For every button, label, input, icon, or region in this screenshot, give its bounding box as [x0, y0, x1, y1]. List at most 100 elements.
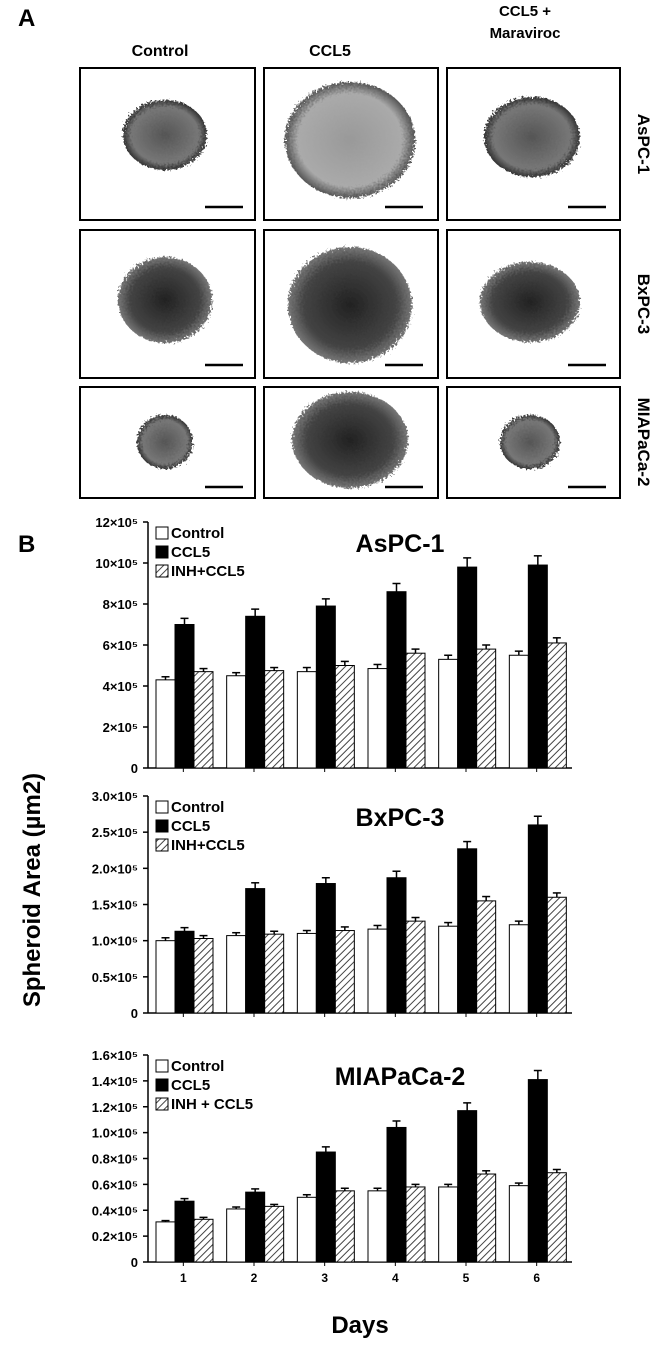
y-tick-label: 4×10⁵ [103, 679, 138, 694]
y-tick-label: 0.5×10⁵ [92, 970, 138, 985]
legend-label: CCL5 [171, 544, 210, 561]
legend-label: INH+CCL5 [171, 563, 245, 580]
legend-swatch [155, 1097, 169, 1111]
bar [226, 1208, 247, 1263]
y-tick-label: 12×10⁵ [95, 515, 138, 530]
bar [527, 1079, 548, 1263]
y-tick-label: 1.0×10⁵ [92, 934, 138, 949]
x-tick-label: 4 [392, 1271, 399, 1285]
column-header: CCL5 + [499, 3, 551, 20]
y-tick-label: 3.0×10⁵ [92, 789, 138, 804]
bar [405, 920, 426, 1014]
bar [386, 877, 407, 1014]
y-tick-label: 0 [131, 761, 138, 776]
bar [476, 1173, 497, 1263]
legend-label: CCL5 [171, 818, 210, 835]
y-tick-label: 0 [131, 1006, 138, 1021]
bar [476, 648, 497, 769]
bar [264, 933, 285, 1014]
panel-label: B [18, 531, 35, 558]
bar [264, 1205, 285, 1263]
legend-label: CCL5 [171, 1077, 210, 1094]
bar [174, 624, 195, 769]
y-axis-label: Spheroid Area (µm2) [19, 773, 46, 1007]
bar [527, 824, 548, 1014]
bar [296, 932, 317, 1014]
legend-swatch [155, 1078, 169, 1092]
x-tick-label: 2 [251, 1271, 258, 1285]
bar [508, 924, 529, 1014]
chart-title: AsPC-1 [356, 530, 445, 558]
bar [405, 1186, 426, 1263]
bar [457, 566, 478, 769]
bar [367, 928, 388, 1014]
bar [155, 679, 176, 769]
bar [546, 642, 567, 769]
y-tick-label: 0.8×10⁵ [92, 1152, 138, 1167]
legend-label: Control [171, 525, 224, 542]
bar [226, 935, 247, 1014]
bar [245, 615, 266, 769]
legend-swatch [155, 819, 169, 833]
y-tick-label: 8×10⁵ [103, 597, 138, 612]
x-tick-label: 5 [463, 1271, 470, 1285]
row-label: BxPC-3 [634, 274, 653, 334]
bar [315, 1151, 336, 1263]
bar [226, 675, 247, 769]
y-tick-label: 1.4×10⁵ [92, 1074, 138, 1089]
legend-swatch [155, 564, 169, 578]
bar [546, 1172, 567, 1263]
chart-title: MIAPaCa-2 [335, 1063, 466, 1091]
y-tick-label: 1.6×10⁵ [92, 1048, 138, 1063]
column-header: Maraviroc [490, 25, 561, 42]
bar [174, 1200, 195, 1263]
legend-swatch [155, 838, 169, 852]
bar [155, 1221, 176, 1263]
bar [245, 888, 266, 1014]
y-tick-label: 10×10⁵ [95, 556, 138, 571]
bar [367, 668, 388, 769]
legend-label: Control [171, 1058, 224, 1075]
x-axis-label: Days [331, 1312, 388, 1339]
bar [438, 1186, 459, 1263]
legend-swatch [155, 526, 169, 540]
bar [193, 937, 214, 1014]
y-tick-label: 2.0×10⁵ [92, 861, 138, 876]
legend-label: Control [171, 799, 224, 816]
y-tick-label: 0 [131, 1255, 138, 1270]
y-tick-label: 6×10⁵ [103, 638, 138, 653]
panel-label: A [18, 5, 35, 32]
bar [367, 1190, 388, 1263]
bar [296, 1196, 317, 1263]
bar [155, 940, 176, 1014]
bar [386, 591, 407, 769]
bar [476, 900, 497, 1014]
legend-label: INH + CCL5 [171, 1096, 253, 1113]
legend-swatch [155, 545, 169, 559]
row-label: AsPC-1 [634, 114, 653, 174]
y-tick-label: 0.6×10⁵ [92, 1177, 138, 1192]
y-tick-label: 1.0×10⁵ [92, 1126, 138, 1141]
x-tick-label: 3 [321, 1271, 328, 1285]
column-header: CCL5 [309, 43, 351, 60]
x-tick-label: 6 [533, 1271, 540, 1285]
bar [334, 1190, 355, 1263]
bar [334, 665, 355, 769]
bar [457, 1110, 478, 1263]
y-tick-label: 0.4×10⁵ [92, 1203, 138, 1218]
legend-label: INH+CCL5 [171, 837, 245, 854]
y-tick-label: 0.2×10⁵ [92, 1229, 138, 1244]
bar [193, 671, 214, 769]
micrograph-grid [79, 67, 621, 499]
bar [405, 652, 426, 769]
x-tick-label: 1 [180, 1271, 187, 1285]
bar [438, 925, 459, 1014]
y-tick-label: 1.5×10⁵ [92, 898, 138, 913]
row-label: MIAPaCa-2 [634, 398, 653, 487]
bar [457, 848, 478, 1014]
bar [508, 1185, 529, 1263]
bar [546, 896, 567, 1014]
bar [315, 605, 336, 769]
bar [527, 564, 548, 769]
